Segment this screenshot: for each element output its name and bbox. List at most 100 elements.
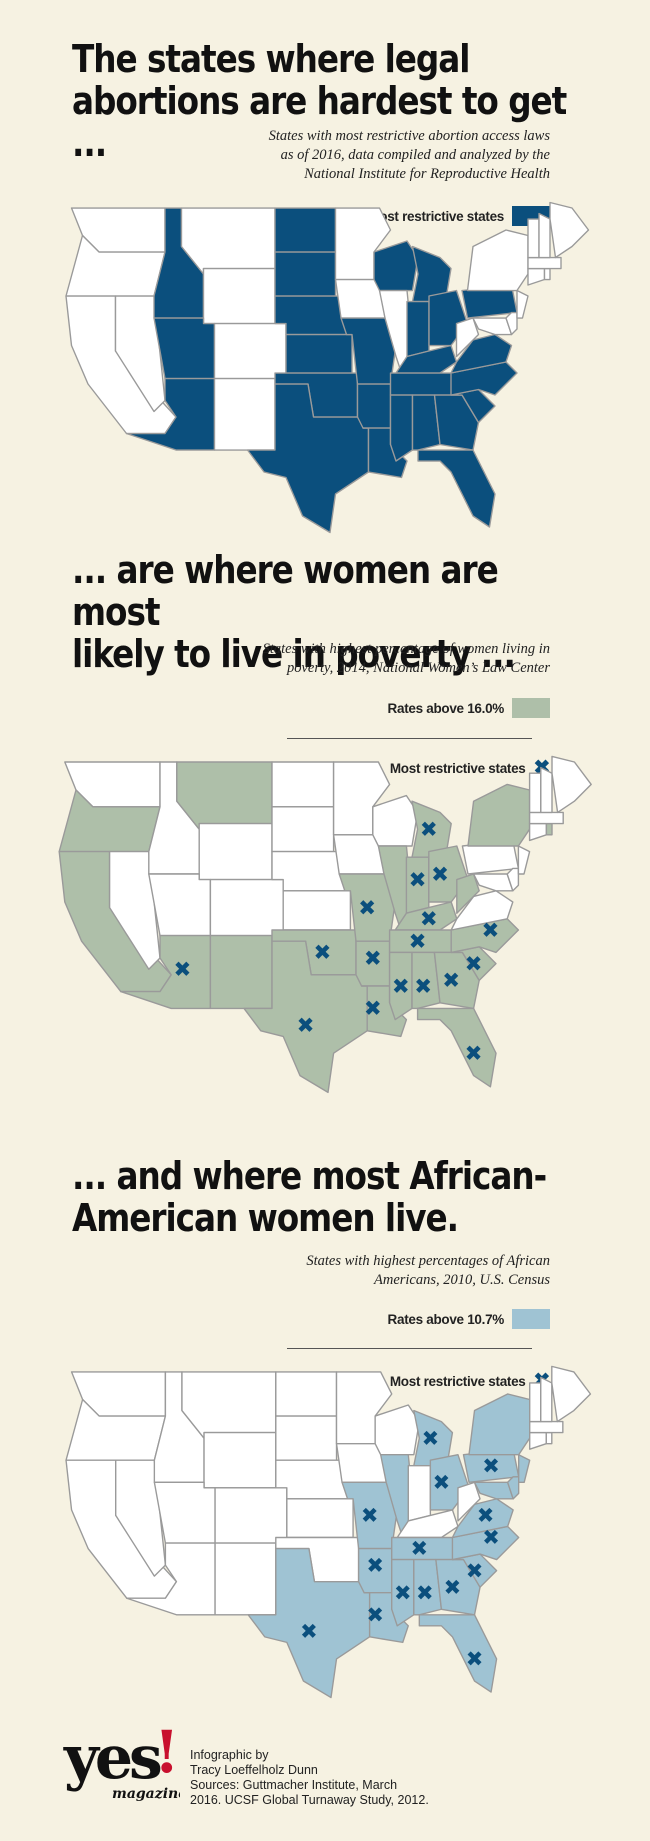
section2-us-map: ✖✖✖✖✖✖✖✖ ✖✖✖✖ ✖ ✖✖✖✖ <box>58 755 592 1094</box>
map1-state-ne <box>274 295 348 336</box>
map3-marker-ga: ✖ <box>444 1575 462 1599</box>
credit-line2: Tracy Loeffelholz Dunn <box>190 1763 318 1777</box>
section1-us-map <box>65 201 590 534</box>
map3-state-nj <box>517 1454 531 1483</box>
map2-state-vt <box>528 772 542 814</box>
map2-state-tx <box>243 940 368 1094</box>
map2-state-wi <box>372 794 419 847</box>
map3-state-nm <box>214 1542 277 1616</box>
map1-state-ct <box>527 267 546 286</box>
map3-marker-sc: ✖ <box>466 1559 484 1583</box>
map2-marker-mi: ✖ <box>420 817 438 842</box>
section2-subtitle-line2: poverty, 2014, National Women’s Law Cent… <box>286 660 550 676</box>
map2-state-ut <box>148 873 212 937</box>
map2-state-nj <box>517 845 531 875</box>
map3-state-de <box>506 1476 520 1500</box>
map2-state-co <box>209 878 284 937</box>
section1-headline: The states where legal abortions are har… <box>72 38 588 164</box>
map2-marker-la: ✖ <box>364 997 382 1022</box>
map2-state-md <box>472 873 514 892</box>
yes-magazine-logo: yes ! magazine <box>63 1718 180 1802</box>
map3-marker-ar: ✖ <box>366 1553 384 1577</box>
map3-state-ct <box>529 1431 547 1450</box>
map2-state-me <box>551 755 592 814</box>
section1-subtitle: States with most restrictive abortion ac… <box>130 127 550 184</box>
map2-marker-oh: ✖ <box>431 862 449 887</box>
map1-state-ar <box>356 383 392 429</box>
map2-marker-nc: ✖ <box>481 918 499 943</box>
map3-marker-ms: ✖ <box>394 1581 412 1605</box>
map2-state-ma <box>528 811 564 825</box>
map1-state-vt <box>527 218 540 259</box>
map3-marker-mo: ✖ <box>361 1504 379 1528</box>
map1-state-wv <box>455 317 480 358</box>
map2-state-wy <box>198 822 273 881</box>
map3-state-al <box>413 1558 443 1616</box>
map3-state-wv <box>457 1481 481 1522</box>
section2-legend-rate: Rates above 16.0% <box>388 698 550 718</box>
map1-state-tn <box>389 372 458 396</box>
footer-credit: Infographic by Tracy Loeffelholz Dunn So… <box>190 1748 450 1808</box>
map2-state-ct <box>528 822 548 842</box>
map2-state-de <box>506 867 520 892</box>
map1-state-al <box>411 394 441 451</box>
map3-state-fl <box>418 1614 498 1693</box>
map2-state-nh <box>540 766 553 814</box>
map1-state-ny <box>466 229 529 292</box>
section3-legend-rate-label: Rates above 10.7% <box>387 1311 505 1327</box>
logo-exclamation: ! <box>154 1718 179 1786</box>
section3-headline: ... and where most African- American wom… <box>72 1155 588 1239</box>
map2-state-wv <box>456 873 480 914</box>
map1-state-mt <box>180 207 276 275</box>
map2-marker-mo: ✖ <box>358 896 376 921</box>
map3-state-co <box>214 1487 288 1544</box>
section1-subtitle-line3: National Institute for Reproductive Heal… <box>304 166 550 182</box>
map2-marker-ms: ✖ <box>392 974 410 999</box>
map1-state-tx <box>246 383 370 534</box>
map2-state-al <box>411 951 441 1010</box>
map1-state-wy <box>202 267 276 325</box>
section3-headline-line2: American women live. <box>72 1196 459 1240</box>
map1-state-ma <box>527 256 562 270</box>
map1-state-me <box>549 201 590 259</box>
map3-state-nh <box>540 1376 553 1423</box>
map1-state-fl <box>417 449 496 528</box>
map3-state-ny <box>468 1393 531 1456</box>
map2-marker-al: ✖ <box>414 974 432 999</box>
map3-state-wy <box>203 1431 277 1489</box>
map2-marker-fl: ✖ <box>465 1041 483 1066</box>
section2-legend-swatch <box>512 698 550 718</box>
map2-state-mt <box>176 761 273 830</box>
section3-legend-rate: Rates above 10.7% <box>388 1309 550 1329</box>
map2-marker-sc: ✖ <box>465 952 483 977</box>
map2-state-ne <box>271 850 346 892</box>
logo-magazine-text: magazine <box>112 1786 180 1802</box>
map2-marker-ar: ✖ <box>364 946 382 971</box>
map2-state-ks <box>282 890 352 931</box>
map2-marker-tn: ✖ <box>409 929 427 954</box>
credit-line1: Infographic by <box>190 1748 269 1762</box>
section3-subtitle: States with highest percentages of Afric… <box>130 1252 550 1290</box>
map2-marker-ky: ✖ <box>420 907 438 932</box>
map1-state-nh <box>538 212 551 259</box>
map2-marker-tx: ✖ <box>297 1013 315 1038</box>
section2-headline: ... are where women are most likely to l… <box>72 549 588 675</box>
logo-yes-text: yes <box>63 1723 161 1793</box>
map3-state-mt <box>181 1371 277 1439</box>
map3-marker-nc: ✖ <box>482 1526 500 1550</box>
map2-marker-az: ✖ <box>173 957 191 982</box>
section1-legend-label: Most restrictive states <box>368 208 504 224</box>
map3-marker-pa: ✖ <box>482 1454 500 1478</box>
map3-marker-tx: ✖ <box>300 1620 318 1644</box>
section2-legend-rate-label: Rates above 16.0% <box>387 700 505 716</box>
map1-state-in <box>406 300 430 358</box>
map1-state-nv <box>114 295 166 413</box>
map1-state-ri <box>543 267 551 281</box>
map3-state-me <box>551 1365 592 1423</box>
map2-state-ny <box>467 783 531 847</box>
section3-subtitle-line2: Americans, 2010, U.S. Census <box>373 1272 550 1288</box>
section3-legend-swatch <box>512 1309 550 1329</box>
map3-state-ne <box>275 1459 349 1500</box>
map1-state-de <box>505 311 518 336</box>
map1-state-ut <box>153 317 216 380</box>
